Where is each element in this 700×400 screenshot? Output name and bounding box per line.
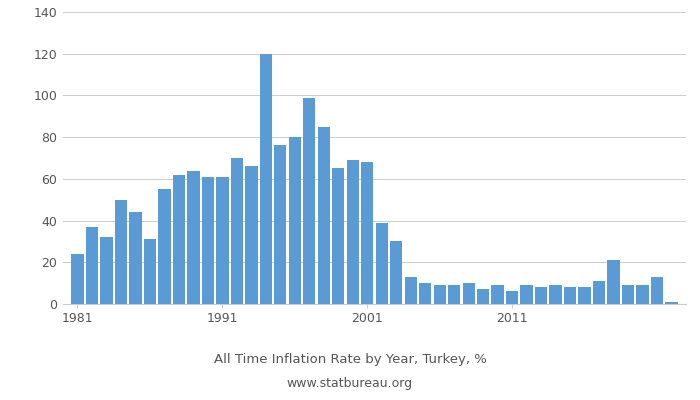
Bar: [130, 212, 141, 304]
Bar: [491, 285, 504, 304]
Bar: [622, 285, 634, 304]
Bar: [245, 166, 258, 304]
Bar: [578, 287, 591, 304]
Bar: [71, 254, 83, 304]
Bar: [260, 54, 272, 304]
Bar: [274, 146, 286, 304]
Text: All Time Inflation Rate by Year, Turkey, %: All Time Inflation Rate by Year, Turkey,…: [214, 354, 486, 366]
Bar: [521, 285, 533, 304]
Bar: [550, 285, 562, 304]
Bar: [173, 175, 185, 304]
Bar: [666, 302, 678, 304]
Bar: [535, 287, 547, 304]
Bar: [100, 237, 113, 304]
Bar: [231, 158, 243, 304]
Bar: [115, 200, 127, 304]
Bar: [332, 168, 344, 304]
Bar: [144, 239, 156, 304]
Bar: [651, 277, 663, 304]
Bar: [361, 162, 373, 304]
Bar: [390, 242, 402, 304]
Bar: [187, 170, 199, 304]
Text: www.statbureau.org: www.statbureau.org: [287, 378, 413, 390]
Bar: [636, 285, 649, 304]
Bar: [506, 292, 518, 304]
Bar: [376, 223, 388, 304]
Bar: [564, 287, 576, 304]
Bar: [448, 285, 461, 304]
Bar: [158, 189, 171, 304]
Bar: [216, 177, 228, 304]
Bar: [202, 177, 214, 304]
Bar: [303, 98, 316, 304]
Bar: [86, 227, 98, 304]
Bar: [433, 285, 446, 304]
Bar: [593, 281, 606, 304]
Bar: [419, 283, 431, 304]
Bar: [463, 283, 475, 304]
Bar: [318, 127, 330, 304]
Bar: [405, 277, 417, 304]
Bar: [288, 137, 301, 304]
Bar: [346, 160, 359, 304]
Bar: [608, 260, 620, 304]
Bar: [477, 290, 489, 304]
